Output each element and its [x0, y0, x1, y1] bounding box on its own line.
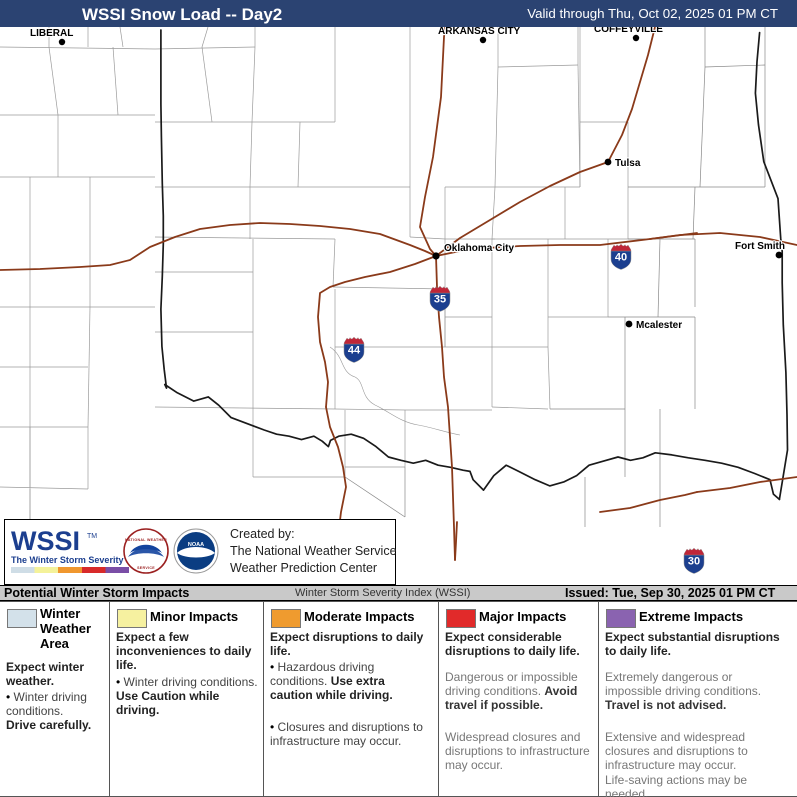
- svg-text:30: 30: [688, 556, 700, 568]
- svg-text:SERVICE: SERVICE: [137, 566, 155, 570]
- svg-text:WSSI: WSSI: [11, 526, 80, 556]
- svg-text:44: 44: [348, 345, 361, 357]
- svg-text:40: 40: [615, 252, 627, 264]
- svg-text:35: 35: [434, 294, 446, 306]
- svg-text:ARKANSAS CITY: ARKANSAS CITY: [438, 27, 521, 37]
- svg-text:COFFEYVILLE: COFFEYVILLE: [594, 27, 663, 35]
- svg-text:NOAA: NOAA: [188, 542, 204, 548]
- svg-text:Oklahoma City: Oklahoma City: [444, 243, 514, 254]
- svg-text:TM: TM: [87, 533, 97, 540]
- svg-text:Fort Smith: Fort Smith: [735, 241, 785, 252]
- svg-text:LIBERAL: LIBERAL: [30, 28, 73, 39]
- svg-text:Mcalester: Mcalester: [636, 320, 682, 331]
- svg-text:Tulsa: Tulsa: [615, 158, 641, 169]
- svg-text:NATIONAL WEATHER: NATIONAL WEATHER: [125, 538, 167, 542]
